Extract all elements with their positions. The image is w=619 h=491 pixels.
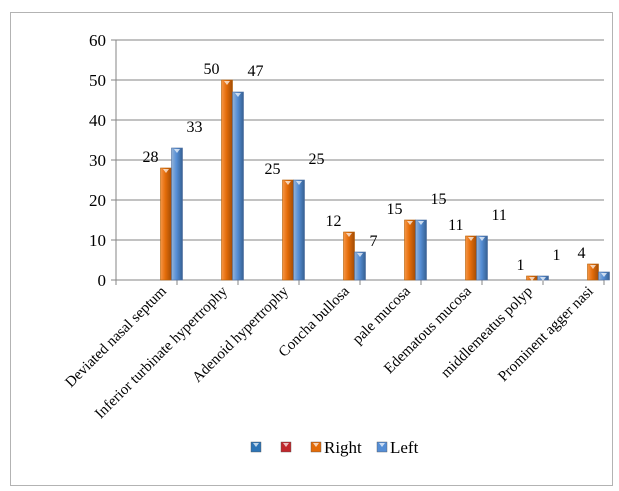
legend-label: Left [390,438,419,457]
data-labels: 283350472525127151511111142 [143,61,615,274]
data-label: 11 [492,207,507,224]
data-label: 33 [187,119,203,136]
y-tick-label: 20 [89,191,106,210]
data-label: 50 [204,61,220,78]
legend-swatch-marker [313,443,319,447]
category-label: pale mucosa [350,283,414,347]
data-label: 4 [578,245,586,262]
data-label: 15 [431,191,447,208]
data-label: 25 [309,151,325,168]
category-label: Deviated nasal septum [62,283,170,391]
bar-right [221,79,233,281]
data-label: 2 [614,243,615,260]
y-tick-label: 40 [89,111,106,130]
bar-left [171,147,183,281]
data-label: 11 [448,217,463,234]
legend: Right Left [250,438,419,457]
data-label: 1 [553,247,561,264]
bar-top-marker [224,81,230,85]
bar-right [343,231,355,281]
legend-swatch-marker [253,443,259,447]
gridlines [116,39,604,281]
data-label: 15 [387,201,403,218]
data-label: 47 [248,63,264,80]
bar-right [282,179,294,281]
legend-swatch-marker [283,443,289,447]
y-tick-label: 50 [89,71,106,90]
y-tick-label: 30 [89,151,106,170]
bar-left [476,235,488,281]
bar-top-marker [296,181,302,185]
bar-top-marker [235,93,241,97]
bar-left [354,251,366,281]
bar-top-marker [285,181,291,185]
y-tick-label: 60 [89,31,106,50]
bar-right [404,219,416,281]
axes: 0 10 20 30 40 50 60 [89,31,605,290]
bar-top-marker [174,149,180,153]
bar-top-marker [540,277,546,281]
bar-top-marker [346,233,352,237]
bar-top-marker [468,237,474,241]
bar-top-marker [407,221,413,225]
bars [160,79,610,281]
bar-left [415,219,427,281]
data-label: 1 [517,257,525,274]
data-label: 12 [326,213,342,230]
bar-top-marker [163,169,169,173]
bar-right [465,235,477,281]
legend-swatch-marker [379,443,385,447]
chart-frame: 0 10 20 30 40 50 60 28 33 50 47 25 25 12 7 15 15 11 11 1 1 4… [10,12,615,486]
bar-right [160,167,172,281]
data-label: 7 [370,233,378,250]
bar-top-marker [479,237,485,241]
bar-left [293,179,305,281]
bar-left [232,91,244,281]
bar-top-marker [601,273,607,277]
legend-label: Right [324,438,362,457]
bar-top-marker [357,253,363,257]
bar-top-marker [418,221,424,225]
y-tick-label: 0 [98,271,107,290]
data-label: 25 [265,161,281,178]
y-tick-label: 10 [89,231,106,250]
bar-top-marker [590,265,596,269]
data-label: 28 [143,149,159,166]
bar-top-marker [529,277,535,281]
